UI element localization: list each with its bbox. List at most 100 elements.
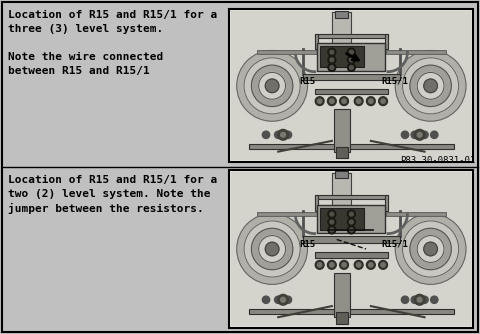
Bar — [335, 11, 348, 18]
Bar — [334, 273, 349, 317]
Bar — [315, 195, 318, 211]
Text: Location of R15 and R15/1 for a: Location of R15 and R15/1 for a — [8, 10, 217, 20]
Circle shape — [431, 296, 438, 303]
Circle shape — [244, 221, 300, 277]
Circle shape — [330, 50, 334, 54]
Circle shape — [275, 296, 282, 303]
Bar — [336, 147, 348, 158]
Circle shape — [411, 296, 419, 303]
Circle shape — [366, 261, 375, 269]
Bar — [334, 109, 349, 152]
Bar — [332, 12, 351, 43]
Bar — [315, 252, 388, 258]
Text: R15/1: R15/1 — [382, 77, 408, 86]
Circle shape — [330, 58, 334, 62]
Circle shape — [330, 99, 334, 103]
Circle shape — [421, 131, 428, 139]
Circle shape — [237, 214, 308, 284]
Text: Location of R15 and R15/1 for a: Location of R15 and R15/1 for a — [8, 175, 217, 185]
Circle shape — [357, 263, 361, 267]
Circle shape — [348, 226, 355, 234]
Circle shape — [348, 63, 355, 71]
Bar — [315, 195, 388, 199]
Circle shape — [395, 214, 466, 284]
Circle shape — [281, 132, 286, 137]
Circle shape — [328, 56, 336, 64]
Text: R15/1: R15/1 — [382, 240, 408, 249]
Bar — [302, 73, 400, 80]
Circle shape — [417, 72, 444, 99]
Circle shape — [315, 261, 324, 269]
Circle shape — [328, 226, 336, 234]
Bar — [249, 144, 454, 149]
Text: R15: R15 — [300, 77, 315, 86]
Circle shape — [259, 72, 286, 99]
Circle shape — [315, 97, 324, 106]
Circle shape — [284, 131, 292, 139]
Circle shape — [354, 261, 363, 269]
Bar — [385, 195, 388, 211]
Circle shape — [417, 235, 444, 263]
Circle shape — [342, 99, 346, 103]
Circle shape — [410, 65, 451, 107]
Bar — [229, 9, 473, 162]
Circle shape — [327, 97, 336, 106]
Bar — [336, 313, 348, 324]
Circle shape — [284, 296, 292, 303]
Circle shape — [263, 131, 270, 139]
Circle shape — [403, 58, 459, 114]
Circle shape — [369, 99, 373, 103]
Circle shape — [354, 97, 363, 106]
Circle shape — [417, 297, 422, 302]
Circle shape — [349, 58, 353, 62]
Circle shape — [410, 228, 451, 270]
Circle shape — [317, 99, 322, 103]
Circle shape — [348, 56, 355, 64]
Circle shape — [349, 65, 353, 69]
Text: jumper between the resistors.: jumper between the resistors. — [8, 203, 204, 214]
Circle shape — [330, 228, 334, 232]
Bar — [231, 172, 471, 326]
Circle shape — [330, 220, 334, 224]
Bar — [315, 34, 388, 38]
Circle shape — [265, 79, 279, 93]
Bar — [385, 34, 388, 49]
Circle shape — [424, 79, 437, 93]
Circle shape — [357, 99, 361, 103]
Circle shape — [401, 131, 408, 139]
Circle shape — [417, 132, 422, 137]
Text: Note the wire connected: Note the wire connected — [8, 52, 163, 62]
Circle shape — [411, 131, 419, 139]
Circle shape — [369, 263, 373, 267]
Circle shape — [330, 65, 334, 69]
Circle shape — [379, 97, 387, 106]
Circle shape — [349, 212, 353, 216]
Bar — [332, 173, 351, 204]
Circle shape — [252, 228, 293, 270]
Circle shape — [259, 235, 286, 263]
Bar — [302, 236, 400, 242]
Circle shape — [237, 50, 308, 121]
Bar — [317, 43, 385, 70]
Circle shape — [281, 297, 286, 302]
Circle shape — [414, 129, 425, 140]
Text: between R15 and R15/1: between R15 and R15/1 — [8, 66, 150, 76]
Circle shape — [381, 263, 385, 267]
Circle shape — [263, 296, 270, 303]
Circle shape — [328, 63, 336, 71]
Circle shape — [381, 99, 385, 103]
Circle shape — [349, 50, 353, 54]
Circle shape — [431, 131, 438, 139]
Circle shape — [421, 296, 428, 303]
Circle shape — [414, 294, 425, 305]
Circle shape — [328, 210, 336, 218]
Circle shape — [340, 97, 348, 106]
Circle shape — [330, 212, 334, 216]
Text: three (3) level system.: three (3) level system. — [8, 24, 163, 34]
Circle shape — [366, 97, 375, 106]
Circle shape — [401, 296, 408, 303]
Circle shape — [348, 210, 355, 218]
Circle shape — [278, 129, 288, 140]
Circle shape — [349, 228, 353, 232]
Circle shape — [348, 48, 355, 56]
